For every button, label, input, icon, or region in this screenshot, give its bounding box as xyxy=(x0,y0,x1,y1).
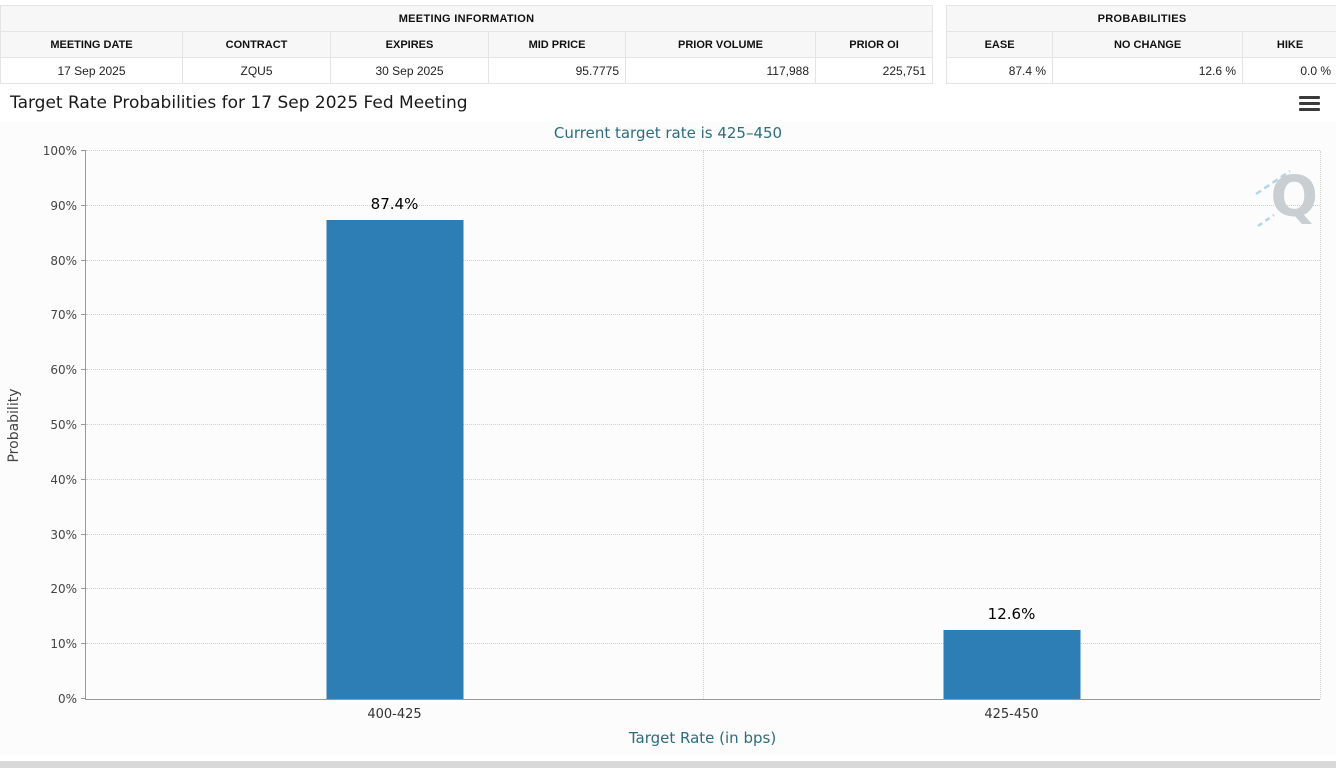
y-axis-tick xyxy=(81,424,86,425)
x-tick-label: 425-450 xyxy=(984,707,1039,722)
bar-425-450[interactable] xyxy=(943,629,1080,699)
bar-value-label: 12.6% xyxy=(987,604,1036,623)
y-axis-tick xyxy=(81,204,86,206)
col-header-meeting-date: MEETING DATE xyxy=(0,31,183,58)
y-axis-tick xyxy=(81,369,86,371)
col-header-expires: EXPIRES xyxy=(330,31,489,58)
cell-prior-volume: 117,988 xyxy=(625,57,816,84)
y-tick-label: 40% xyxy=(50,472,77,487)
header-tables: MEETING INFORMATION MEETING DATE CONTRAC… xyxy=(0,0,1336,84)
gridline xyxy=(1320,151,1321,699)
probabilities-data-row: 87.4 % 12.6 % 0.0 % xyxy=(946,57,1336,84)
y-tick-label: 20% xyxy=(50,582,77,597)
meeting-information-title-row: MEETING INFORMATION xyxy=(0,5,934,32)
y-axis-title: Probability xyxy=(6,388,22,463)
cell-no-change: 12.6 % xyxy=(1052,57,1244,84)
gridline xyxy=(86,150,1320,151)
gridline xyxy=(703,151,704,699)
y-tick-label: 90% xyxy=(50,198,77,213)
cell-mid-price: 95.7775 xyxy=(488,57,626,84)
chart-page-title: Target Rate Probabilities for 17 Sep 202… xyxy=(10,93,468,113)
watermark-dashes-icon xyxy=(1255,169,1291,228)
y-axis-tick xyxy=(81,643,86,645)
y-axis-tick xyxy=(81,259,86,261)
probability-chart: Current target rate is 425–450 Probabili… xyxy=(0,122,1336,755)
cell-contract: ZQU5 xyxy=(182,57,331,84)
probabilities-title-row: PROBABILITIES xyxy=(946,5,1336,32)
x-tick-label: 400-425 xyxy=(367,707,422,722)
y-axis-tick xyxy=(81,150,86,151)
meeting-information-table: MEETING INFORMATION MEETING DATE CONTRAC… xyxy=(0,5,934,84)
y-tick-label: 30% xyxy=(50,527,77,542)
y-axis-tick xyxy=(81,588,86,590)
y-tick-label: 50% xyxy=(50,418,77,432)
x-axis-title: Target Rate (in bps) xyxy=(628,729,777,747)
y-tick-label: 0% xyxy=(57,692,77,706)
cell-meeting-date: 17 Sep 2025 xyxy=(0,57,183,84)
watermark-q-logo: Q xyxy=(1270,165,1318,230)
probabilities-header-row: EASE NO CHANGE HIKE xyxy=(946,31,1336,58)
hamburger-menu-icon xyxy=(1299,101,1320,105)
chart-subtitle: Current target rate is 425–450 xyxy=(553,124,783,142)
y-axis-tick xyxy=(81,533,86,535)
chart-title-bar: Target Rate Probabilities for 17 Sep 202… xyxy=(0,84,1336,122)
y-tick-label: 80% xyxy=(50,253,77,268)
y-axis-tick xyxy=(81,698,86,699)
cell-ease: 87.4 % xyxy=(946,57,1054,84)
hamburger-menu-icon xyxy=(1299,107,1320,111)
chart-export-menu-button[interactable] xyxy=(1299,95,1320,111)
bar-400-425[interactable] xyxy=(326,220,463,699)
cell-expires: 30 Sep 2025 xyxy=(330,57,489,84)
y-tick-label: 70% xyxy=(50,308,77,323)
col-header-prior-volume: PRIOR VOLUME xyxy=(625,31,816,58)
meeting-information-title: MEETING INFORMATION xyxy=(0,5,934,32)
bar-value-label: 87.4% xyxy=(370,195,419,214)
meeting-information-header-row: MEETING DATE CONTRACT EXPIRES MID PRICE … xyxy=(0,31,934,58)
cell-hike: 0.0 % xyxy=(1242,57,1336,84)
y-axis-tick xyxy=(81,478,86,480)
horizontal-scrollbar[interactable] xyxy=(0,761,1336,768)
col-header-contract: CONTRACT xyxy=(182,31,331,58)
y-tick-label: 100% xyxy=(42,144,77,158)
col-header-no-change: NO CHANGE xyxy=(1052,31,1244,58)
y-tick-label: 10% xyxy=(50,637,77,652)
col-header-hike: HIKE xyxy=(1242,31,1336,58)
col-header-mid-price: MID PRICE xyxy=(488,31,626,58)
probabilities-title: PROBABILITIES xyxy=(946,5,1336,32)
y-axis-tick xyxy=(81,314,86,316)
col-header-prior-oi: PRIOR OI xyxy=(814,31,934,58)
meeting-information-data-row: 17 Sep 2025 ZQU5 30 Sep 2025 95.7775 117… xyxy=(0,57,934,84)
quikstrike-watermark: Q xyxy=(1254,166,1320,232)
probabilities-table: PROBABILITIES EASE NO CHANGE HIKE 87.4 %… xyxy=(946,5,1336,84)
cell-prior-oi: 225,751 xyxy=(814,57,934,84)
y-tick-label: 60% xyxy=(50,363,77,378)
hamburger-menu-icon xyxy=(1299,95,1320,99)
col-header-ease: EASE xyxy=(946,31,1054,58)
plot-area: 0% 10% 20% 30% 40% 50% 60% 70% 80% 90% 100% 87.4% 40… xyxy=(43,144,1321,722)
